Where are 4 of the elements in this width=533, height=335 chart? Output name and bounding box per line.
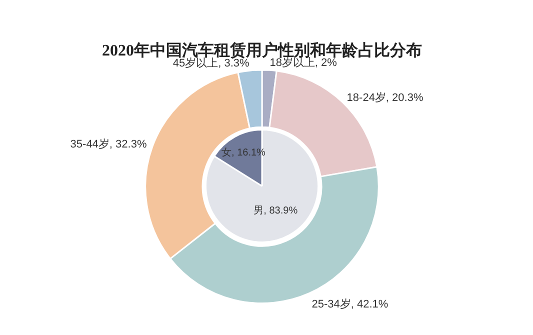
slice-label: 18-24岁, 20.3%: [346, 92, 424, 104]
slice-label: 男, 83.9%: [254, 205, 298, 216]
slice-label: 25-34岁, 42.1%: [312, 298, 388, 311]
slice-label: 35-44岁, 32.3%: [70, 138, 147, 151]
